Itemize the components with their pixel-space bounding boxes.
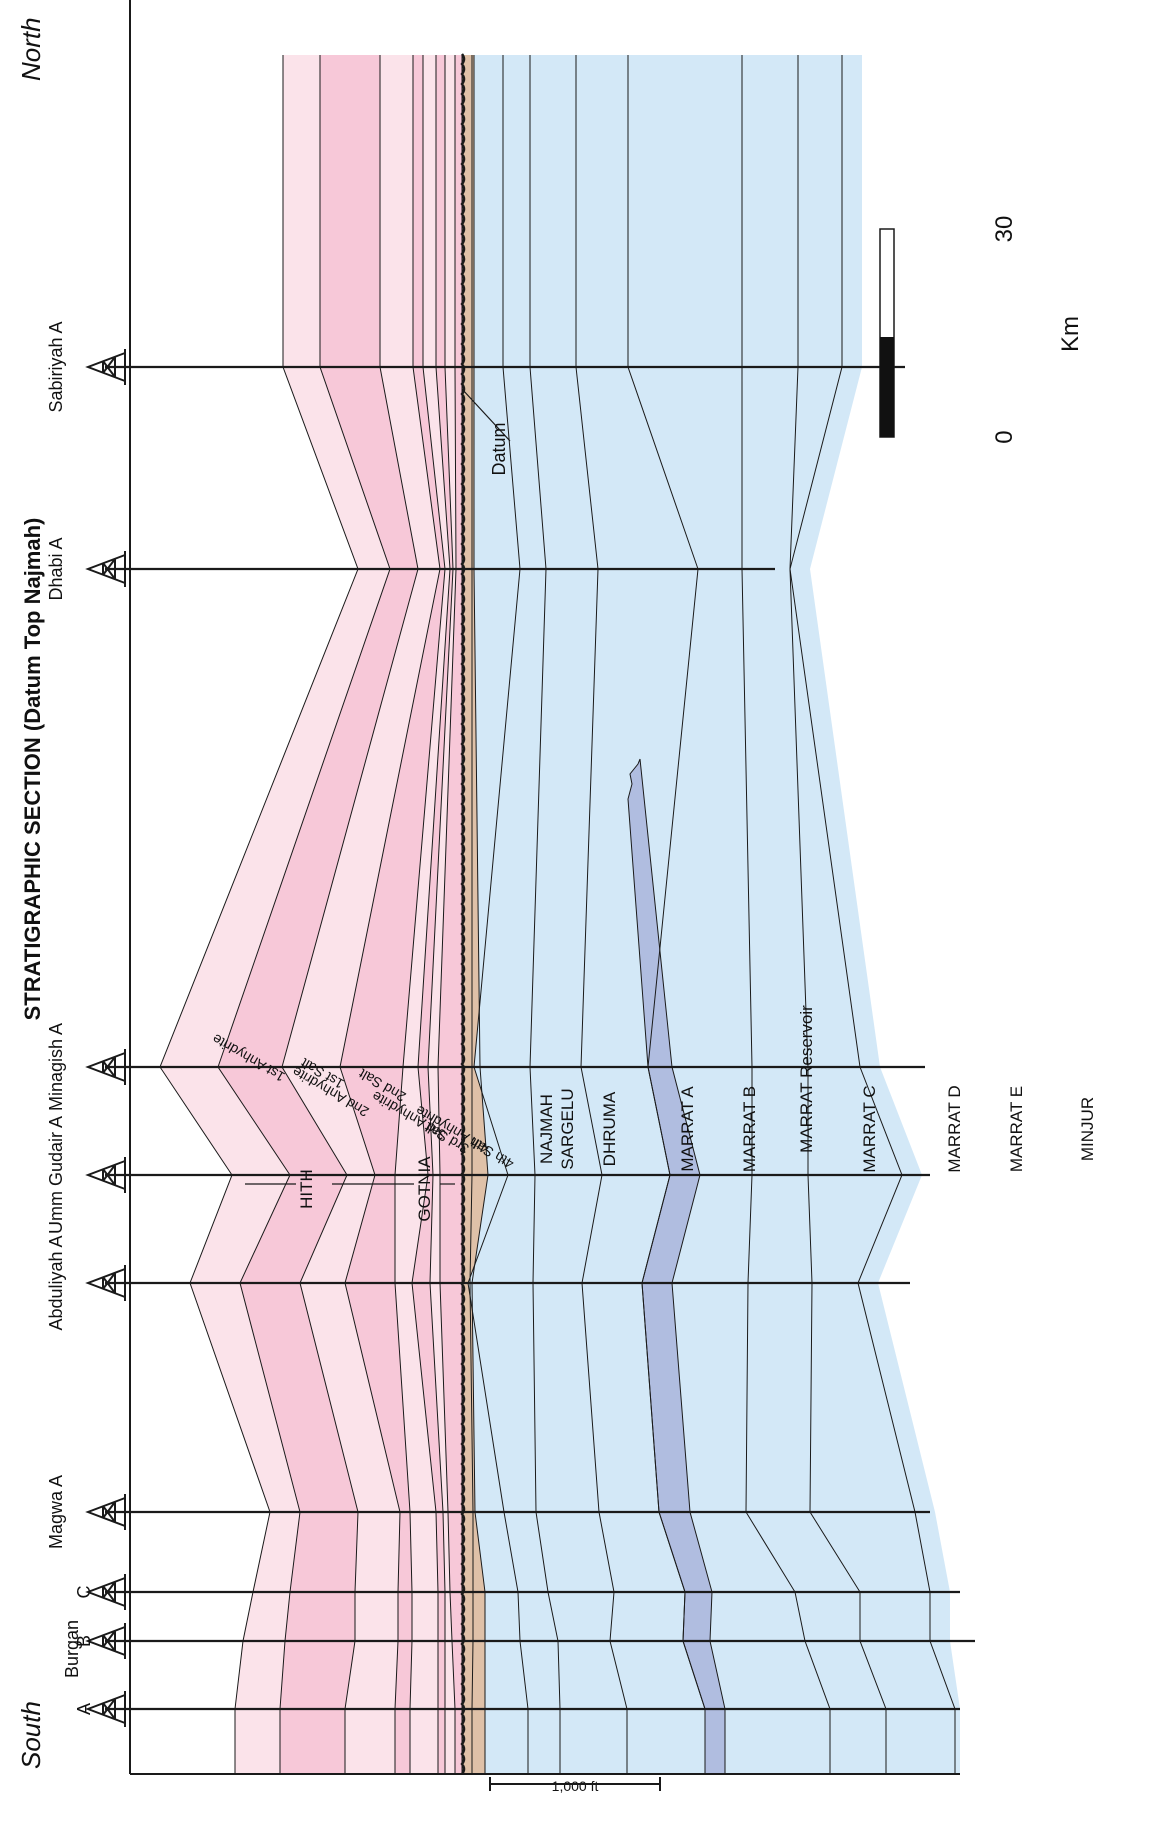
unit-label-minjur: MINJUR <box>1078 1097 1097 1161</box>
layer-fill-5 <box>412 55 453 1774</box>
layer-fill-12 <box>530 55 627 1774</box>
thickness-scale-label: 1,000 ft <box>552 1778 599 1794</box>
derrick-icon <box>85 551 126 587</box>
derrick-icon <box>85 1574 126 1610</box>
well-name-7: Dhabi A <box>46 537 66 600</box>
layer-fill-0 <box>160 55 390 1774</box>
well-name-0: A <box>74 1703 94 1715</box>
datum-arrow <box>461 388 511 442</box>
distance-scale-bar-fill <box>880 337 894 437</box>
unit-label-marrat-c: MARRAT C <box>860 1085 879 1172</box>
derrick-icon <box>85 1265 126 1301</box>
scale-bars <box>489 228 895 1791</box>
layer-fill-11 <box>468 55 560 1774</box>
unit-label-dhruma: DHRUMA <box>600 1091 619 1166</box>
derrick-icon <box>85 1623 126 1659</box>
well-group-burgan-label: Burgan <box>62 1620 82 1678</box>
unit-label-marrat-reservoir: MARRAT Reservoir <box>797 1005 816 1153</box>
layer-fill-9 <box>470 55 488 1774</box>
well-name-5: Umm Gudair A <box>46 1116 66 1234</box>
distance-scale-max: 30 <box>991 216 1018 243</box>
layer-fill-10 <box>468 55 528 1774</box>
direction-south: South <box>16 1701 46 1769</box>
well-name-4: Abduliyah A <box>46 1235 66 1330</box>
distance-scale-unit: Km <box>1057 316 1084 352</box>
layer-fills <box>160 55 960 1775</box>
well-name-1: B <box>74 1635 94 1647</box>
unit-label-marrat-e: MARRAT E <box>1007 1086 1026 1172</box>
layer-fill-6 <box>428 55 456 1774</box>
unit-label-hith: HITH <box>297 1169 316 1209</box>
unit-label-marrat-a: MARRAT A <box>678 1086 697 1172</box>
layer-fill-14 <box>628 55 830 1774</box>
najmah-wavy-line <box>460 53 466 1775</box>
unit-label-marrat-b: MARRAT B <box>740 1086 759 1172</box>
distance-scale-min: 0 <box>991 430 1018 443</box>
derrick-icon <box>85 1049 126 1085</box>
unit-label-najmah: NAJMAH <box>537 1094 556 1164</box>
layer-fill-16 <box>790 55 955 1774</box>
derrick-icon <box>85 1157 126 1193</box>
unit-label-marrat-d: MARRAT D <box>945 1085 964 1172</box>
derrick-icon <box>85 1494 126 1530</box>
layer-fill-2 <box>282 55 440 1774</box>
diagram-title: STRATIGRAPHIC SECTION (Datum Top Najmah) <box>20 518 45 1021</box>
layer-fill-3 <box>340 55 445 1774</box>
well-name-6: Minagish A <box>46 1023 66 1111</box>
unit-label-gotnia: GOTNIA <box>415 1156 434 1222</box>
well-name-3: Magwa A <box>46 1475 66 1549</box>
direction-north: North <box>16 17 46 81</box>
layer-fill-15 <box>742 55 886 1774</box>
well-name-2: C <box>74 1586 94 1599</box>
unit-label-sargelu: SARGELU <box>558 1088 577 1169</box>
derrick-icon <box>85 349 126 385</box>
well-name-8: Sabiriyah A <box>46 321 66 412</box>
datum-label: Datum <box>489 422 509 475</box>
najmah-unconformity <box>460 53 466 1775</box>
derrick-icon <box>85 1691 126 1727</box>
layer-fill-minjur <box>790 55 960 1774</box>
layer-fill-8 <box>462 55 473 1774</box>
layer-fill-1 <box>218 55 418 1774</box>
